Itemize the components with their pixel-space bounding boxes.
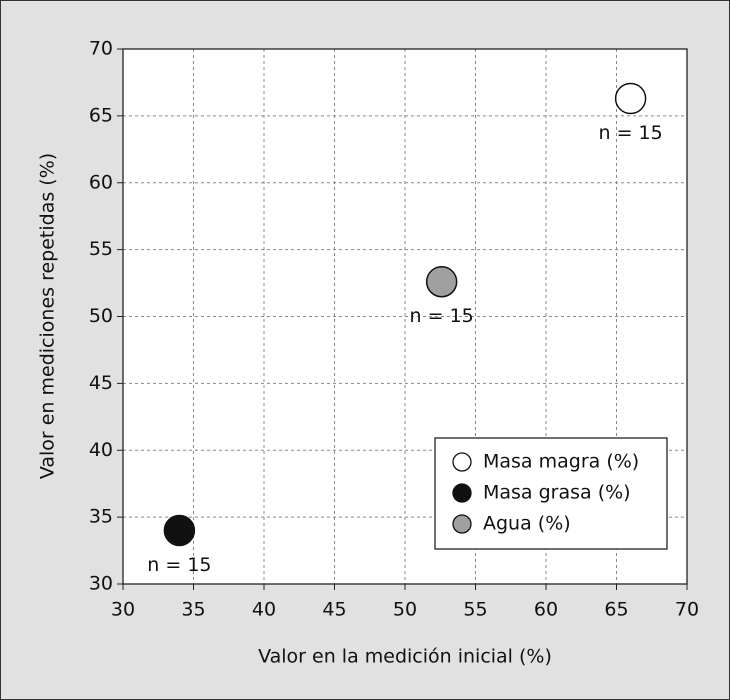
point	[425, 265, 458, 298]
legend-marker	[452, 452, 472, 472]
legend-label: Masa magra (%)	[483, 451, 639, 473]
point-annotation: n = 15	[147, 554, 211, 576]
legend-box	[434, 437, 668, 550]
x-tick-label: 70	[675, 599, 699, 621]
y-tick-label: 40	[89, 439, 113, 461]
legend-label: Agua (%)	[483, 513, 571, 535]
x-tick-label: 30	[111, 599, 135, 621]
y-tick-label: 65	[89, 104, 113, 126]
x-tick-label: 45	[322, 599, 346, 621]
legend-label: Masa grasa (%)	[483, 482, 631, 504]
x-tick-label: 65	[604, 599, 628, 621]
y-tick-label: 30	[89, 573, 113, 595]
x-tick-label: 60	[534, 599, 558, 621]
y-tick-label: 45	[89, 372, 113, 394]
x-tick-label: 35	[181, 599, 205, 621]
point	[163, 514, 196, 547]
point-annotation: n = 15	[598, 122, 662, 144]
y-tick-label: 60	[89, 171, 113, 193]
y-tick-label: 70	[89, 38, 113, 60]
legend-marker	[452, 514, 472, 534]
x-tick-label: 50	[393, 599, 417, 621]
x-tick-label: 55	[463, 599, 487, 621]
point	[614, 82, 647, 115]
x-tick-label: 40	[252, 599, 276, 621]
legend-marker	[452, 483, 472, 503]
point-annotation: n = 15	[410, 305, 474, 327]
y-axis-label: Valor en mediciones repetidas (%)	[37, 153, 59, 479]
y-tick-label: 35	[89, 506, 113, 528]
y-tick-label: 55	[89, 238, 113, 260]
y-tick-label: 50	[89, 305, 113, 327]
x-axis-label: Valor en la medición inicial (%)	[258, 646, 552, 668]
